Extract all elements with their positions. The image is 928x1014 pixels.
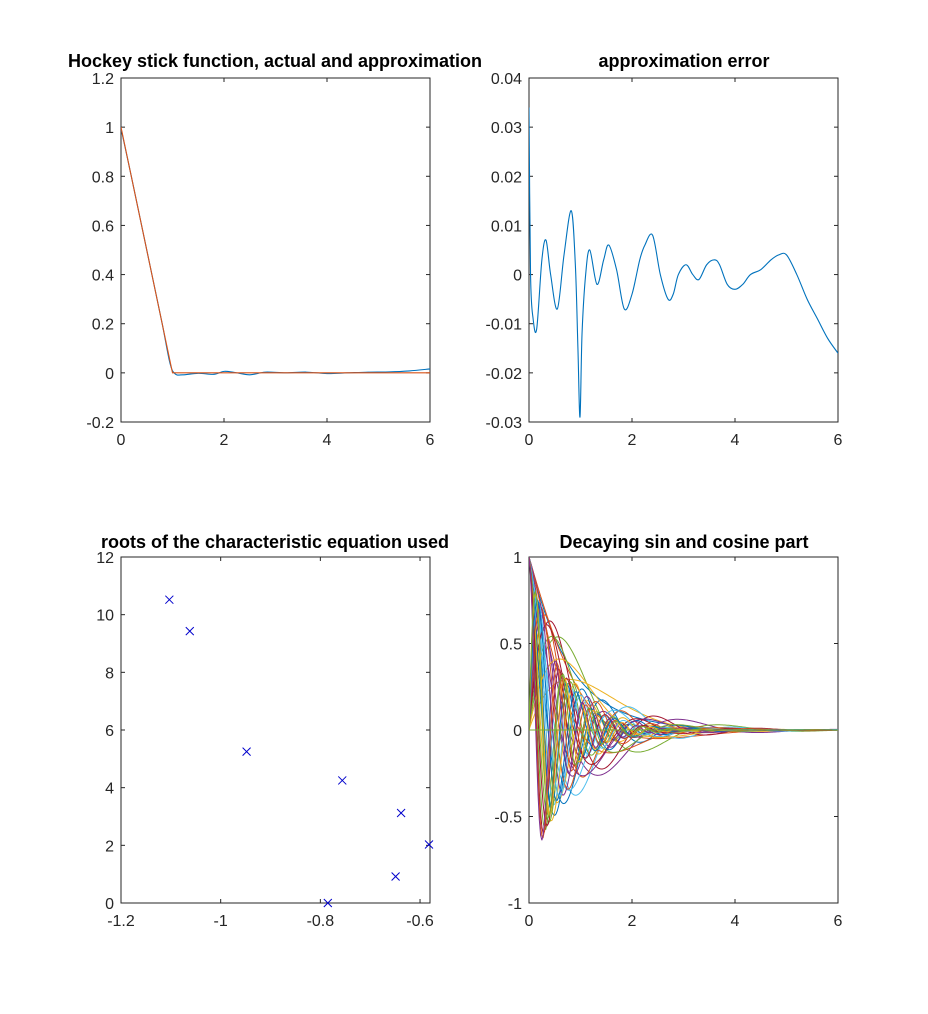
data-layer (529, 107, 838, 418)
y-tick-label: 4 (105, 781, 114, 798)
x-tick-label: -0.6 (406, 913, 434, 930)
y-tick-label: 0.03 (491, 120, 522, 137)
y-tick-label: -0.01 (486, 317, 523, 334)
series-line (121, 127, 430, 374)
x-tick-label: 2 (628, 913, 637, 930)
series-line (529, 107, 838, 418)
y-tick-label: 0.4 (92, 268, 114, 285)
y-tick-label: 12 (96, 550, 114, 567)
x-tick-label: 6 (426, 432, 435, 449)
x-tick-label: 0 (117, 432, 126, 449)
y-tick-label: -0.2 (86, 415, 114, 432)
y-tick-label: -0.5 (494, 810, 522, 827)
y-tick-label: 0 (513, 723, 522, 740)
data-point (242, 747, 251, 756)
y-tick-label: 0.02 (491, 169, 522, 186)
chart-title: approximation error (598, 51, 769, 71)
x-tick-label: 2 (220, 432, 229, 449)
y-tick-label: 0 (513, 268, 522, 285)
y-tick-label: 0.04 (491, 71, 522, 88)
y-tick-label: 0.8 (92, 169, 114, 186)
y-tick-label: 2 (105, 838, 114, 855)
y-tick-label: 1 (105, 120, 114, 137)
x-tick-label: 4 (731, 432, 740, 449)
data-point (391, 872, 400, 881)
data-layer (529, 557, 838, 841)
y-tick-label: 0.2 (92, 317, 114, 334)
subplot-decaying-sin-cos: 0 2 4 6 -1 -0.5 0 0.5 1 Decaying sin and cosine … (494, 532, 842, 930)
data-point (396, 808, 406, 818)
x-tick-label: -0.8 (307, 913, 335, 930)
series-line (529, 557, 838, 796)
y-tick-label: 0.5 (500, 637, 522, 654)
x-tick-label: 6 (834, 432, 843, 449)
y-tick-label: 0.6 (92, 218, 114, 235)
x-tick-label: -1.2 (107, 913, 135, 930)
tick-group: -1.2 -1 -0.8 -0.6 0 2 4 6 8 10 12 (96, 550, 434, 930)
plot-area (120, 556, 431, 904)
x-tick-label: 0 (525, 913, 534, 930)
y-tick-label: -0.02 (486, 366, 523, 383)
y-tick-label: 1.2 (92, 71, 114, 88)
data-point (164, 595, 174, 605)
data-point (424, 840, 434, 849)
x-tick-label: 4 (323, 432, 332, 449)
y-tick-label: -0.03 (486, 415, 523, 432)
chart-title: Hockey stick function, actual and approx… (68, 51, 482, 71)
y-tick-label: 10 (96, 608, 114, 625)
data-point (323, 898, 333, 908)
plot-area (528, 77, 839, 423)
plot-area (120, 77, 431, 423)
data-layer (121, 127, 430, 376)
tick-group: 0 2 4 6 -0.03 -0.02 -0.01 0 0.01 0.02 0.03 0.04 (486, 71, 843, 449)
y-tick-label: 0.01 (491, 218, 522, 235)
subplot-approximation-error: 0 2 4 6 -0.03 -0.02 -0.01 0 0.01 0.02 0.03 0.04 app… (486, 51, 843, 449)
data-point (337, 776, 347, 785)
x-tick-label: 6 (834, 913, 843, 930)
y-tick-label: 8 (105, 665, 114, 682)
x-tick-label: 2 (628, 432, 637, 449)
x-tick-label: 4 (731, 913, 740, 930)
y-tick-label: 0 (105, 366, 114, 383)
x-tick-label: -1 (214, 913, 228, 930)
y-tick-label: 1 (513, 550, 522, 567)
data-point (185, 626, 195, 636)
tick-group: 0 2 4 6-0.200.20.40.60.811.2 (86, 71, 434, 449)
chart-title: Decaying sin and cosine part (559, 532, 808, 552)
x-tick-label: 0 (525, 432, 534, 449)
subplot-roots: -1.2 -1 -0.8 -0.6 0 2 4 6 8 10 12 roots of the cha… (96, 532, 449, 930)
y-tick-label: 6 (105, 723, 114, 740)
data-layer (164, 595, 434, 908)
subplot-hockey-stick: 0 2 4 6-0.200.20.40.60.811.2 Hockey stick f… (68, 51, 482, 449)
y-tick-label: 0 (105, 896, 114, 913)
y-tick-label: -1 (508, 896, 522, 913)
chart-title: roots of the characteristic equation use… (101, 532, 449, 552)
